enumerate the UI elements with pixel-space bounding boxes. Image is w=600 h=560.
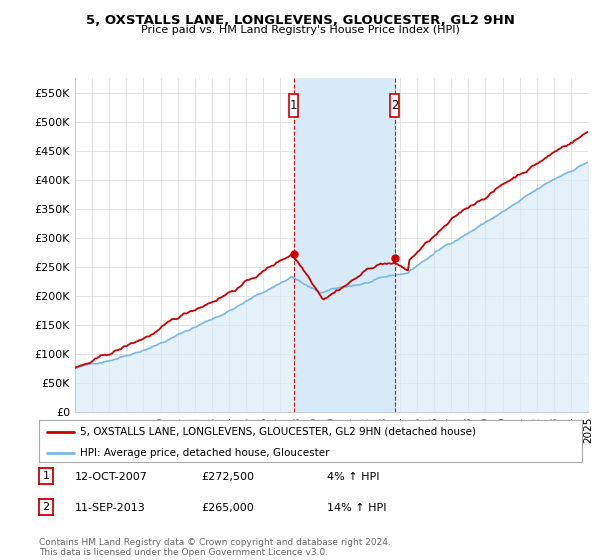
Bar <box>390 94 400 117</box>
Text: HPI: Average price, detached house, Gloucester: HPI: Average price, detached house, Glou… <box>80 448 329 458</box>
Text: Price paid vs. HM Land Registry's House Price Index (HPI): Price paid vs. HM Land Registry's House … <box>140 25 460 35</box>
Text: 5, OXSTALLS LANE, LONGLEVENS, GLOUCESTER, GL2 9HN (detached house): 5, OXSTALLS LANE, LONGLEVENS, GLOUCESTER… <box>80 427 476 437</box>
Text: 2: 2 <box>391 99 398 112</box>
Text: 5, OXSTALLS LANE, LONGLEVENS, GLOUCESTER, GL2 9HN: 5, OXSTALLS LANE, LONGLEVENS, GLOUCESTER… <box>86 14 514 27</box>
Bar <box>293 78 395 412</box>
Bar <box>289 94 298 117</box>
Text: £272,500: £272,500 <box>201 472 254 482</box>
Text: 4% ↑ HPI: 4% ↑ HPI <box>327 472 380 482</box>
Text: 1: 1 <box>290 99 297 112</box>
Text: 14% ↑ HPI: 14% ↑ HPI <box>327 503 386 513</box>
Text: £265,000: £265,000 <box>201 503 254 513</box>
Text: Contains HM Land Registry data © Crown copyright and database right 2024.
This d: Contains HM Land Registry data © Crown c… <box>39 538 391 557</box>
Text: 1: 1 <box>43 472 50 482</box>
Text: 2: 2 <box>43 502 50 512</box>
Text: 12-OCT-2007: 12-OCT-2007 <box>75 472 148 482</box>
Text: 11-SEP-2013: 11-SEP-2013 <box>75 503 146 513</box>
